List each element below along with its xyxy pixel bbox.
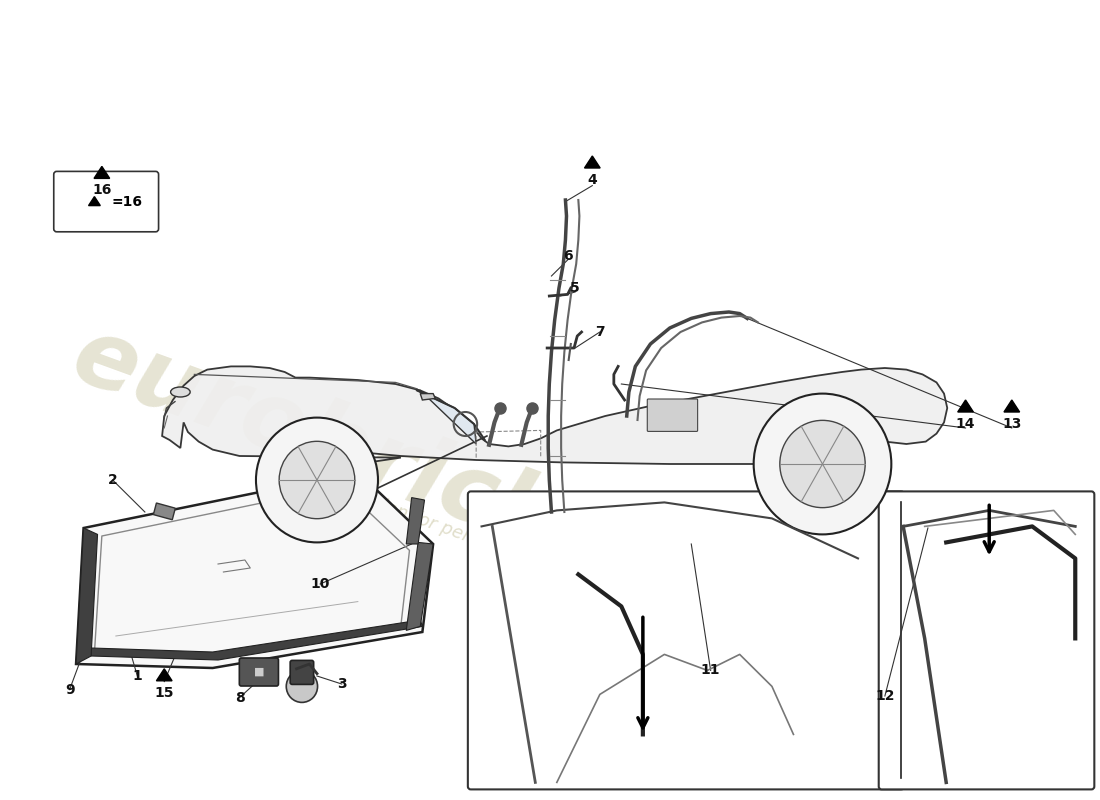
Polygon shape — [584, 156, 601, 168]
FancyBboxPatch shape — [879, 491, 1094, 790]
Circle shape — [279, 442, 355, 518]
Text: 9: 9 — [65, 682, 75, 697]
Bar — [153, 503, 175, 520]
Circle shape — [754, 394, 891, 534]
Text: 13: 13 — [1002, 417, 1022, 431]
Text: 5: 5 — [570, 281, 580, 295]
Ellipse shape — [170, 387, 190, 397]
Circle shape — [256, 418, 378, 542]
Circle shape — [286, 670, 318, 702]
Text: 16: 16 — [92, 183, 111, 198]
Text: 6: 6 — [563, 249, 572, 263]
Polygon shape — [420, 394, 436, 400]
Text: 1: 1 — [132, 669, 142, 683]
Text: 14: 14 — [956, 417, 976, 431]
Polygon shape — [162, 366, 947, 492]
Polygon shape — [1004, 400, 1020, 412]
Text: =16: =16 — [111, 194, 142, 209]
Text: 2: 2 — [108, 473, 118, 487]
Text: 4: 4 — [587, 173, 597, 187]
FancyBboxPatch shape — [290, 660, 314, 684]
Text: ■: ■ — [254, 667, 264, 677]
Text: a passion for performance since 1984: a passion for performance since 1984 — [323, 477, 650, 611]
Circle shape — [780, 420, 866, 508]
FancyBboxPatch shape — [647, 399, 697, 431]
Text: 7: 7 — [595, 325, 605, 339]
FancyBboxPatch shape — [54, 171, 158, 232]
Text: 3: 3 — [337, 677, 346, 691]
Text: 12: 12 — [876, 689, 894, 703]
Polygon shape — [958, 400, 974, 412]
Polygon shape — [417, 390, 476, 444]
Polygon shape — [76, 472, 433, 668]
Polygon shape — [94, 166, 110, 178]
Text: 11: 11 — [701, 663, 721, 678]
Polygon shape — [406, 542, 433, 630]
Polygon shape — [89, 197, 100, 206]
Polygon shape — [406, 498, 425, 544]
Text: 8: 8 — [234, 690, 244, 705]
Text: 15: 15 — [154, 686, 174, 700]
Text: eurobrick: eurobrick — [60, 310, 570, 570]
FancyBboxPatch shape — [468, 491, 904, 790]
Polygon shape — [91, 620, 422, 660]
Text: 10: 10 — [310, 577, 330, 591]
Polygon shape — [156, 669, 172, 681]
Polygon shape — [76, 528, 98, 664]
FancyBboxPatch shape — [240, 658, 278, 686]
